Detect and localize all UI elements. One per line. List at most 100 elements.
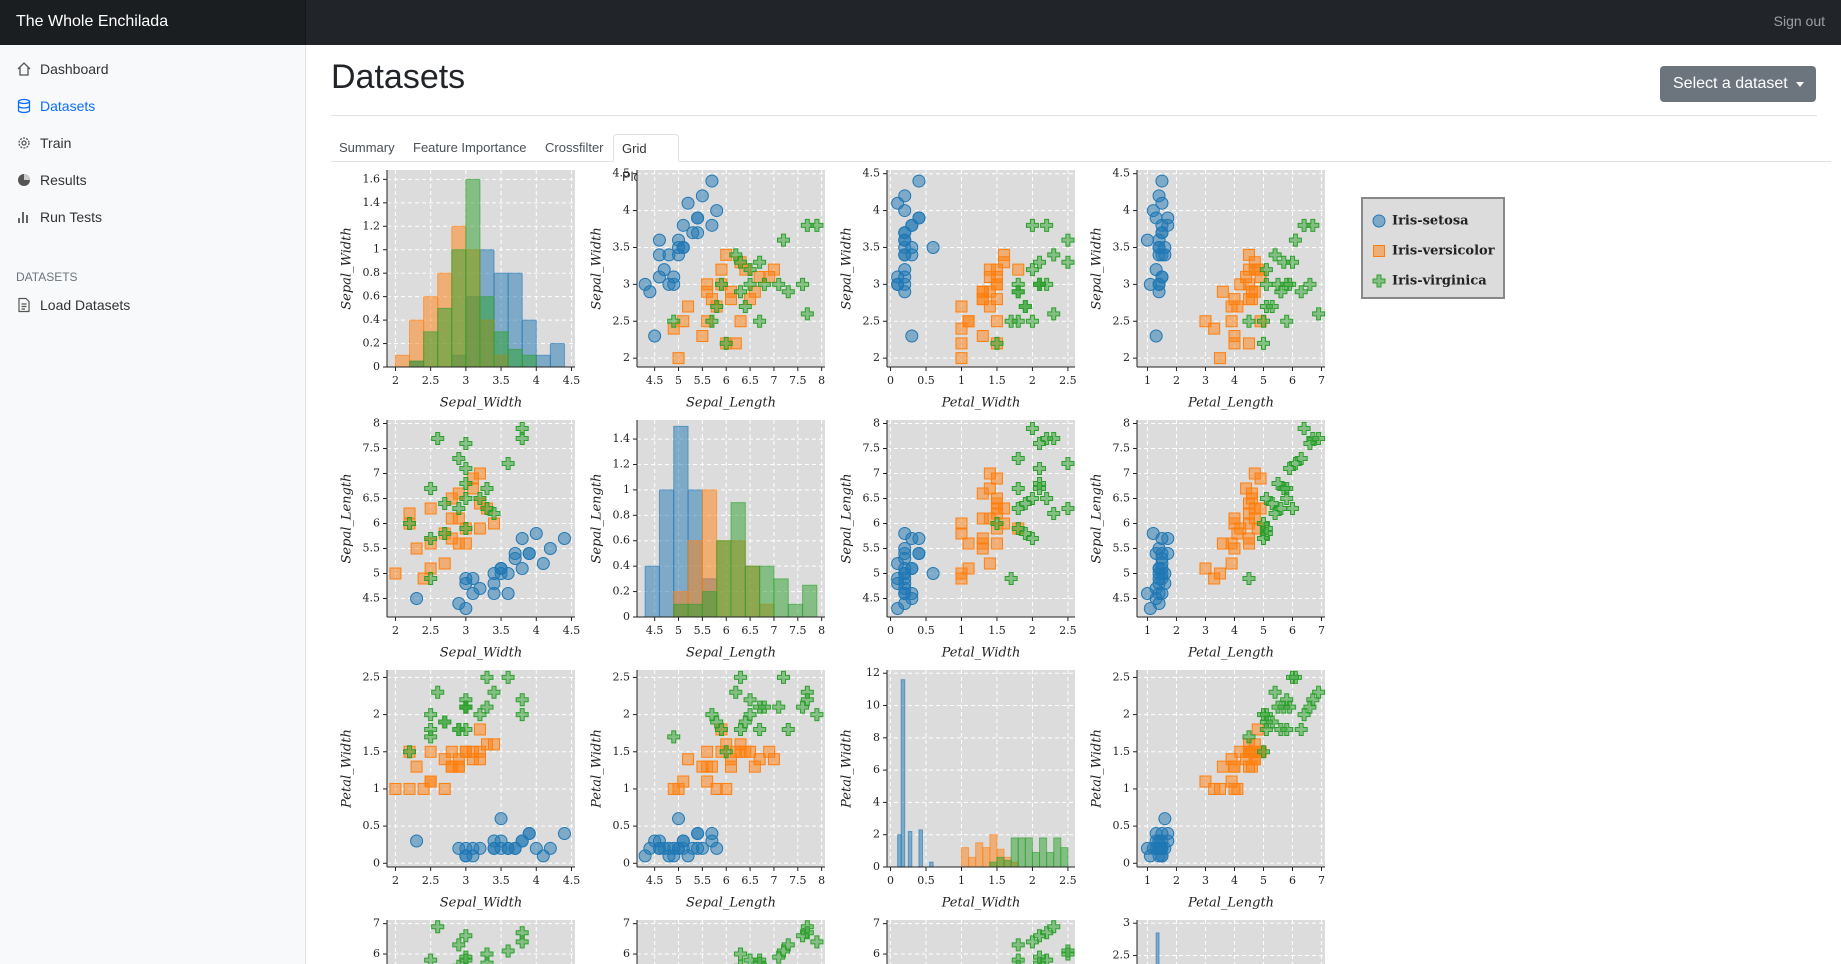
point (743, 693, 757, 707)
nav-item[interactable]: Datasets (16, 98, 95, 114)
point (480, 482, 494, 495)
point (1152, 542, 1166, 555)
y-tick-label: 0 (873, 860, 880, 873)
icon (18, 174, 30, 186)
x-tick-label: 3 (1202, 374, 1209, 387)
x-tick-label: 5.5 (694, 374, 712, 387)
point (445, 760, 458, 773)
point (898, 587, 912, 600)
nav-item[interactable]: Results (16, 172, 87, 188)
point (438, 715, 452, 729)
hist-bar (744, 565, 761, 618)
y-tick-label: 2 (623, 708, 630, 721)
hist-bar (1010, 837, 1019, 868)
y-tick-label: 5 (373, 567, 380, 580)
sign-out[interactable]: Sign out (1773, 13, 1825, 29)
point (1242, 730, 1256, 744)
y-tick-label: 8 (873, 417, 880, 430)
point (515, 532, 529, 545)
x-tick-label: 4.5 (563, 874, 581, 887)
point (781, 722, 795, 736)
nav-item[interactable]: Train (16, 135, 71, 151)
point (734, 959, 748, 964)
point (701, 745, 714, 758)
hist-bar (549, 343, 565, 368)
y-tick-label: 7.5 (363, 442, 381, 455)
x-tick-label: 2 (1173, 374, 1180, 387)
hist-bar (673, 603, 689, 618)
tab-border (331, 161, 1831, 162)
point (1268, 507, 1282, 520)
tab[interactable]: Crossfilter (545, 140, 604, 155)
cell: 2 2.5 3 3.5 4 4.500.511.522.5Sepal_WidthPetal… (340, 670, 581, 911)
tab[interactable]: Grid Plot (613, 134, 679, 184)
x-tick-label: 7.5 (789, 374, 807, 387)
point (753, 255, 767, 269)
point (536, 557, 550, 570)
point (529, 527, 543, 540)
point (1047, 920, 1061, 934)
point (459, 537, 472, 550)
dataset-dropdown[interactable]: Select a dataset (1660, 66, 1816, 102)
point (898, 189, 912, 203)
x-axis-label: Sepal_Length (686, 396, 776, 411)
x-tick-label: 0.5 (917, 374, 935, 387)
point (424, 572, 438, 585)
point (1033, 956, 1047, 964)
scatter-matrix: 2 2.5 3 3.5 4 4.5 0 0.2 0.4 0.6 0.8 1 1.2 1.4 1.6 Sepal… (340, 167, 1505, 964)
x-axis-label: Petal_Length (1187, 396, 1274, 411)
point (796, 700, 810, 714)
point (800, 920, 814, 934)
x-tick-label: 8 (818, 624, 825, 637)
point (1297, 708, 1311, 722)
x-tick-label: 3 (462, 874, 469, 887)
x-tick-label: 5.5 (694, 874, 712, 887)
point (1240, 482, 1253, 495)
y-tick-label: 8 (373, 417, 380, 430)
x-axis-label: Petal_Width (941, 396, 1021, 411)
hist-bar (1053, 837, 1062, 868)
point (1256, 745, 1270, 759)
x-axis-label: Petal_Length (1187, 646, 1274, 661)
point (912, 174, 926, 188)
hist-bar (1031, 851, 1041, 868)
point (1277, 700, 1291, 714)
tab[interactable]: Summary (339, 140, 395, 155)
point (686, 226, 700, 240)
nav-item[interactable]: Load Datasets (16, 297, 130, 313)
point (1213, 567, 1226, 580)
point (1061, 502, 1075, 515)
point (452, 452, 466, 465)
point (459, 462, 473, 475)
point (515, 422, 529, 435)
point (990, 492, 1003, 505)
point (705, 834, 719, 848)
x-tick-label: 3 (462, 374, 469, 387)
y-tick-label: 5.5 (363, 542, 381, 555)
point (1025, 492, 1039, 505)
x-tick-label: 2 (392, 624, 399, 637)
y-tick-label: 8 (1123, 417, 1130, 430)
point (1033, 437, 1047, 450)
legend: Iris-setosa Iris-versicolor Iris-virginica (1361, 197, 1505, 299)
point (729, 248, 743, 262)
point (638, 277, 652, 291)
point (772, 950, 786, 964)
brand[interactable]: The Whole Enchilada (0, 0, 306, 45)
point (1242, 537, 1255, 550)
x-tick-label: 1.5 (988, 374, 1006, 387)
point (1047, 248, 1061, 262)
y-tick-label: 3.5 (613, 240, 631, 253)
point (445, 745, 458, 758)
nav-item[interactable]: Run Tests (16, 209, 102, 225)
point (695, 189, 709, 203)
x-tick-label: 2.5 (1059, 374, 1077, 387)
y-axis-label: Sepal_Width (840, 227, 855, 310)
point (459, 722, 473, 736)
y-tick-label: 1.6 (363, 172, 381, 185)
point (725, 760, 737, 773)
hist-bar (1017, 837, 1026, 868)
cell: 4.555.566.577.581234567Sepal_LengthPetal… (623, 917, 825, 964)
nav-item[interactable]: Dashboard (16, 61, 109, 77)
tab[interactable]: Feature Importance (413, 140, 527, 155)
